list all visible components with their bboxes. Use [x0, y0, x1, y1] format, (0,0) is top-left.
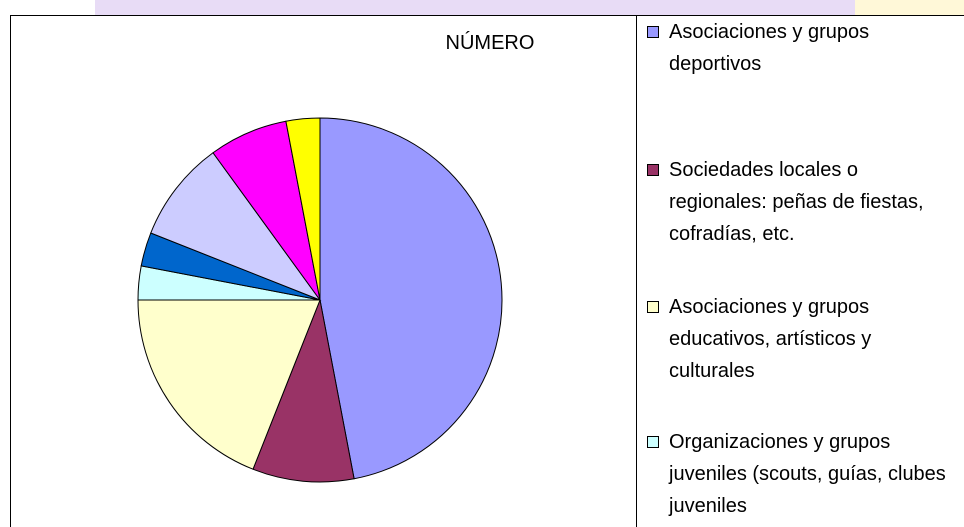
- legend-swatch: [647, 26, 659, 38]
- chart: NÚMERO: [137, 31, 535, 483]
- legend-swatch: [647, 164, 659, 176]
- legend-label: Asociaciones y grupos educativos, artíst…: [669, 296, 872, 382]
- chart-title: NÚMERO: [446, 31, 535, 54]
- legend-label: Organizaciones y grupos juveniles (scout…: [669, 431, 946, 517]
- pie-slice: [137, 299, 321, 470]
- pie-slice: [252, 298, 355, 483]
- legend-label: Sociedades locales o regionales: peñas d…: [669, 159, 924, 245]
- pie-slice: [319, 117, 503, 480]
- legend-label: Asociaciones y grupos deportivos: [669, 21, 870, 75]
- pie-slice: [285, 117, 321, 301]
- background-band: [95, 0, 855, 15]
- legend: Asociaciones y grupos deportivos Sociedad…: [636, 15, 964, 527]
- background-band: [855, 0, 964, 15]
- legend-swatch: [647, 436, 659, 448]
- pie-slice: [150, 152, 322, 302]
- legend-swatch: [647, 301, 659, 313]
